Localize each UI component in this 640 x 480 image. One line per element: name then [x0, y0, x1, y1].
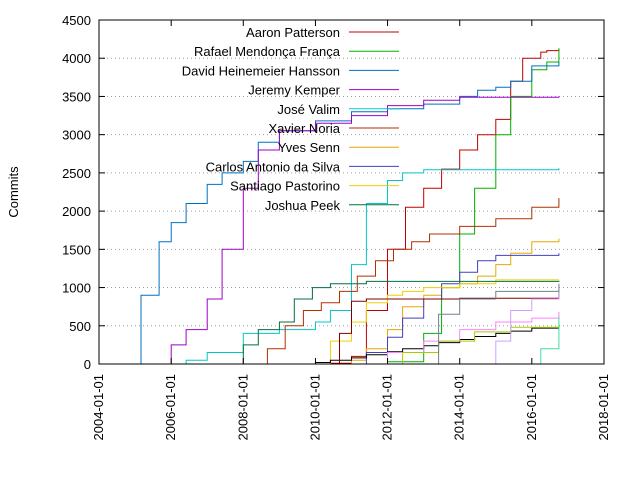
legend-label: Carlos Antonio da Silva [206, 159, 341, 174]
series-line-9 [315, 279, 559, 365]
y-tick-label: 1500 [62, 242, 91, 257]
y-axis-label: Commits [6, 166, 21, 218]
series-line-8 [330, 253, 560, 365]
y-tick-label: 3500 [62, 89, 91, 104]
series-line-3 [129, 62, 560, 365]
series-line-13 [366, 322, 560, 365]
axis-ticks: 0 500 1000 1500 2000 2500 3000 3500 4000 4500 2004… [62, 13, 611, 441]
legend: Aaron Patterson Rafael Mendonça França Dav… [182, 25, 399, 213]
plot-frame [98, 19, 605, 365]
legend-label: Joshua Peek [265, 198, 341, 213]
y-tick-label: 2000 [62, 204, 91, 219]
legend-label: Yves Senn [278, 140, 340, 155]
x-tick-label: 2004-01-01 [91, 374, 106, 441]
x-tick-label: 2014-01-01 [452, 374, 467, 441]
y-tick-label: 3000 [62, 128, 91, 143]
x-tick-label: 2010-01-01 [307, 374, 322, 441]
y-tick-label: 1000 [62, 281, 91, 296]
legend-label: Jeremy Kemper [248, 83, 340, 98]
grid-lines [99, 57, 604, 327]
series-line-6 [249, 198, 560, 365]
x-tick-label: 2006-01-01 [163, 374, 178, 441]
series-line-2 [366, 48, 560, 365]
series-line-14 [330, 290, 560, 365]
legend-label: David Heinemeier Hansson [182, 63, 340, 78]
series-line-5 [162, 168, 560, 365]
x-tick-label: 2008-01-01 [235, 374, 250, 441]
series-line-11 [294, 325, 560, 365]
y-tick-label: 0 [84, 357, 91, 372]
series-line-12 [351, 312, 560, 365]
series-line-10 [222, 280, 560, 365]
y-tick-label: 500 [69, 319, 91, 334]
series-line-17 [522, 316, 560, 365]
x-tick-label: 2018-01-01 [596, 374, 611, 441]
y-tick-label: 4500 [62, 13, 91, 28]
x-tick-label: 2016-01-01 [524, 374, 539, 441]
legend-label: José Valim [277, 102, 340, 117]
series-line-16 [402, 283, 560, 365]
y-tick-label: 2500 [62, 166, 91, 181]
series-lines [129, 48, 560, 365]
legend-label: Aaron Patterson [246, 25, 340, 40]
legend-label: Rafael Mendonça França [194, 44, 341, 59]
series-line-4 [150, 96, 560, 365]
x-tick-label: 2012-01-01 [380, 374, 395, 441]
y-tick-label: 4000 [62, 51, 91, 66]
legend-label: Santiago Pastorino [230, 179, 340, 194]
series-line-15 [474, 289, 560, 365]
legend-label: Xavier Noria [268, 121, 340, 136]
